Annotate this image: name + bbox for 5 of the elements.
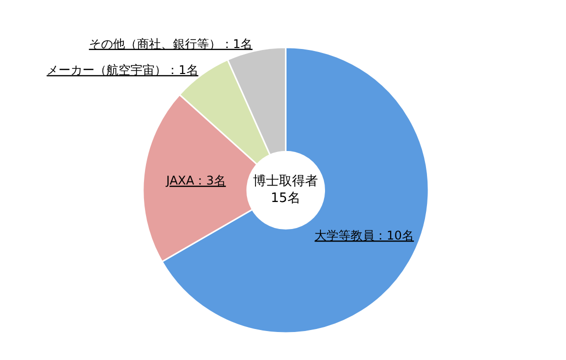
slice-label: その他（商社、銀行等）：1名 bbox=[88, 36, 253, 51]
text: 博士取得者 15名 bbox=[253, 174, 318, 206]
slice-label: JAXA：3名 bbox=[165, 174, 226, 188]
slice-label: メーカー（航空宇宙）：1名 bbox=[46, 63, 198, 78]
slice-label: 大学等教員：10名 bbox=[314, 228, 414, 243]
